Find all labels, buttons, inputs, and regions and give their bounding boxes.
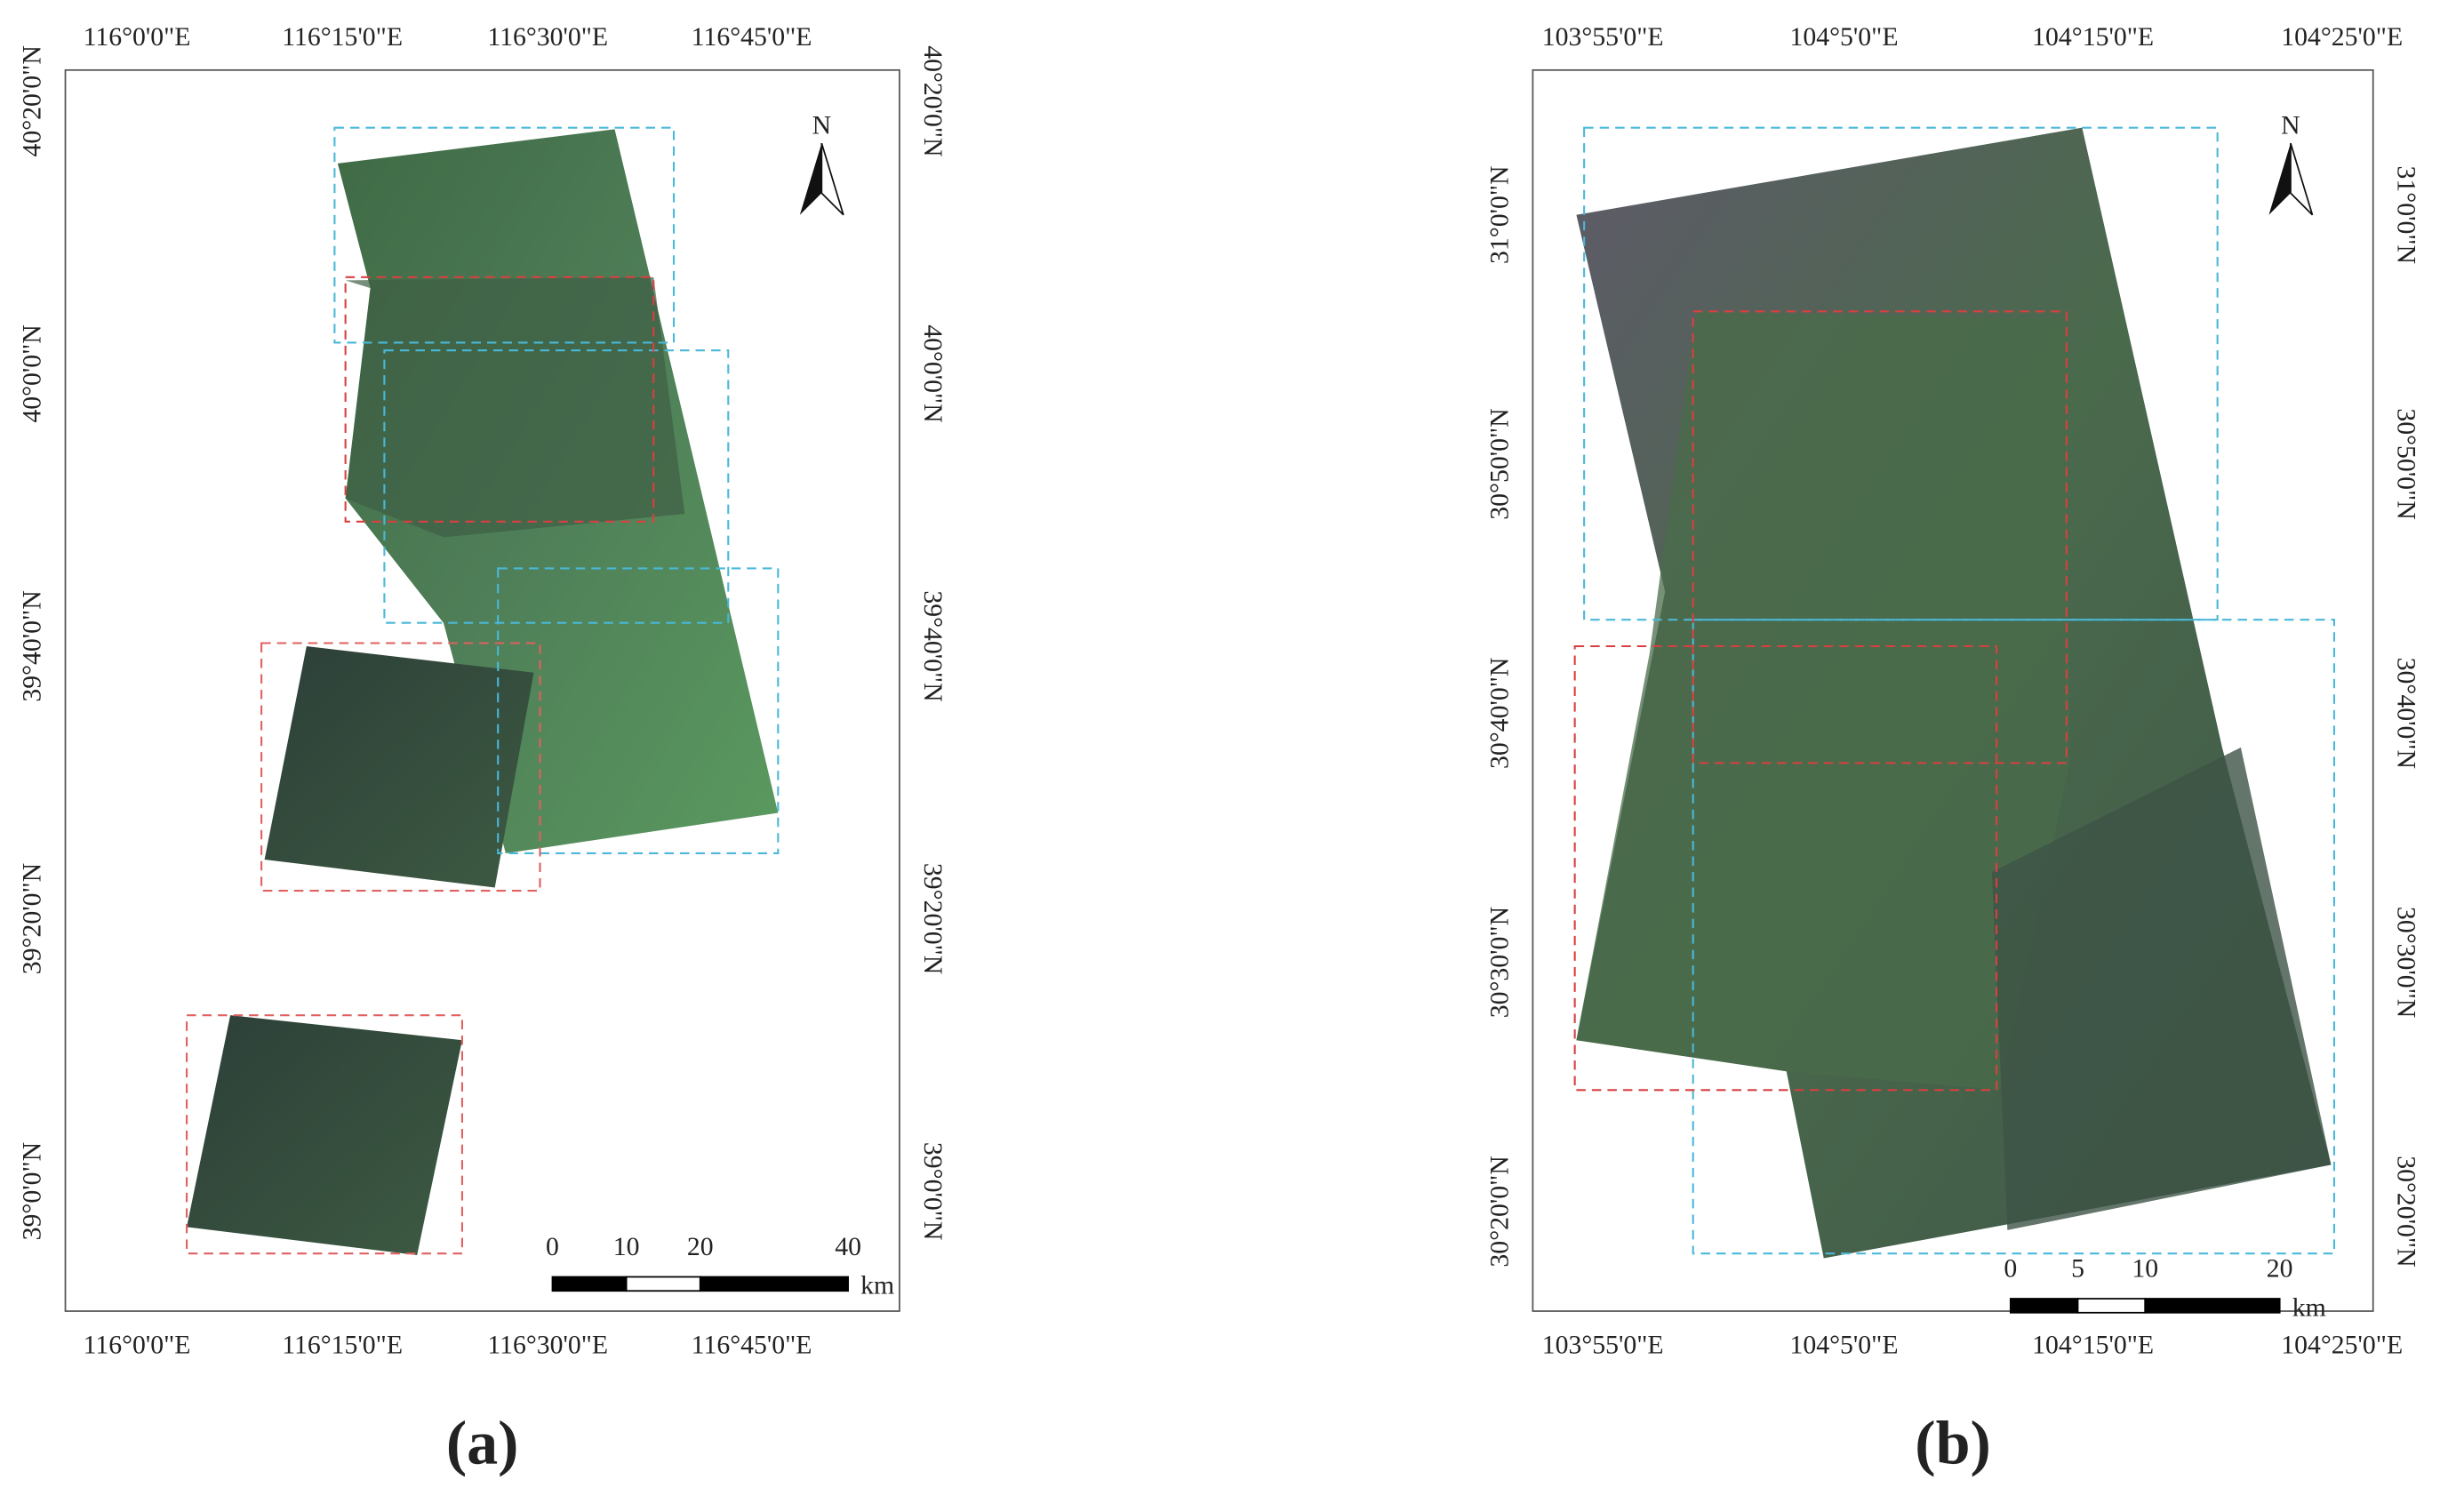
scale-label: 5 (2071, 1253, 2084, 1283)
lat-label: 39°40'0"N (18, 590, 47, 701)
image-tile (264, 645, 534, 888)
map-frame (1532, 68, 2374, 1312)
lat-label: 40°0'0"N (18, 324, 47, 422)
image-tile (1576, 311, 2070, 1091)
lat-label: 30°20'0"N (1484, 1156, 1514, 1267)
scale-label: 10 (613, 1232, 640, 1261)
lat-label: 40°20'0"N (18, 45, 47, 156)
lon-label: 104°5'0"E (1790, 22, 1899, 52)
lon-label: 116°30'0"E (487, 22, 608, 52)
lat-label: 30°40'0"N (1484, 658, 1514, 769)
panel-label: (b) (1915, 1410, 1991, 1478)
map-frame (64, 68, 900, 1312)
north-arrow (799, 143, 822, 215)
lon-label: 116°0'0"E (84, 22, 191, 52)
footprints (1573, 126, 2336, 1255)
scale-segment (2144, 1298, 2281, 1314)
footprints (186, 126, 780, 1255)
north-arrow (2268, 143, 2291, 215)
lat-label: 40°0'0"N (918, 324, 948, 422)
lon-label: 104°25'0"E (2281, 22, 2403, 52)
scale-segment (2076, 1298, 2147, 1314)
north-arrow (2290, 142, 2314, 216)
panel-label: (a) (446, 1410, 519, 1478)
scale-label: 20 (687, 1232, 714, 1261)
scale-segment (2009, 1298, 2079, 1314)
scale-unit: km (2292, 1292, 2326, 1322)
scale-label: 10 (2132, 1253, 2158, 1283)
lon-label: 116°0'0"E (84, 1330, 191, 1359)
image-tile (187, 1015, 462, 1255)
lon-label: 116°45'0"E (692, 1330, 812, 1359)
lon-label: 116°15'0"E (282, 1330, 403, 1359)
lat-label: 31°0'0"N (2392, 166, 2421, 264)
lat-label: 30°30'0"N (2392, 907, 2421, 1018)
scale-segment (551, 1276, 628, 1292)
lat-label: 30°50'0"N (2392, 408, 2421, 519)
scale-label: 40 (835, 1232, 861, 1261)
lon-label: 116°15'0"E (282, 22, 403, 52)
lat-label: 39°0'0"N (18, 1142, 47, 1240)
image-urban (345, 276, 685, 538)
north-label: N (2281, 111, 2300, 140)
lat-label: 39°20'0"N (18, 863, 47, 974)
scale-label: 20 (2267, 1253, 2293, 1283)
lon-label: 104°25'0"E (2281, 1330, 2403, 1359)
north-arrow (820, 142, 844, 216)
scale-label: 0 (546, 1232, 559, 1261)
lat-label: 39°0'0"N (918, 1142, 948, 1240)
lat-label: 39°20'0"N (918, 863, 948, 974)
lon-label: 116°45'0"E (692, 22, 812, 52)
lon-label: 104°15'0"E (2032, 22, 2154, 52)
north-label: N (812, 111, 831, 140)
scale-segment (699, 1276, 849, 1292)
lat-label: 31°0'0"N (1484, 166, 1514, 264)
lat-label: 30°40'0"N (2392, 658, 2421, 769)
scale-label: 0 (2004, 1253, 2017, 1283)
lon-label: 104°15'0"E (2032, 1330, 2154, 1359)
scale-unit: km (860, 1271, 894, 1300)
lat-label: 30°50'0"N (1484, 408, 1514, 519)
lon-label: 116°30'0"E (487, 1330, 608, 1359)
lon-label: 103°55'0"E (1542, 22, 1664, 52)
lat-label: 40°20'0"N (918, 45, 948, 156)
lat-label: 30°20'0"N (2392, 1156, 2421, 1267)
lat-label: 39°40'0"N (918, 590, 948, 701)
image-hills (1991, 747, 2332, 1230)
lon-label: 103°55'0"E (1542, 1330, 1664, 1359)
scale-segment (625, 1276, 701, 1292)
lat-label: 30°30'0"N (1484, 907, 1514, 1018)
lon-label: 104°5'0"E (1790, 1330, 1899, 1359)
